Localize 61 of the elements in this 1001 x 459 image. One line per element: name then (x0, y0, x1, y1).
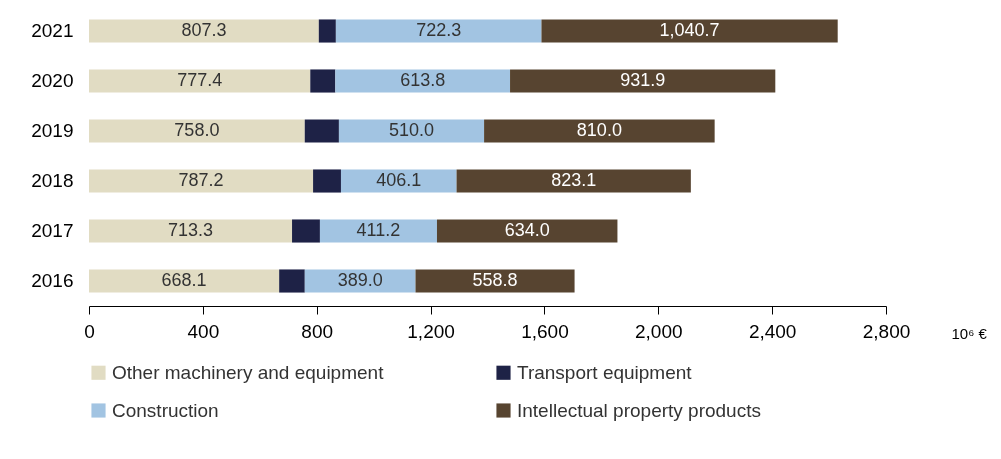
x-tick-label: 2,800 (862, 320, 911, 342)
data-label: 713.3 (167, 220, 214, 240)
bar (338, 119, 485, 143)
bar (510, 69, 776, 93)
x-tick-label: 0 (84, 320, 95, 342)
bar (292, 219, 320, 243)
bar (89, 19, 319, 43)
x-tick-label: 2,000 (635, 320, 683, 342)
data-label: 634.0 (504, 220, 550, 240)
legend-label: Intellectual property products (517, 399, 761, 421)
data-label: 510.0 (388, 120, 435, 140)
bar (313, 169, 341, 193)
legend-label: Transport equipment (517, 361, 693, 383)
y-tick-label: 2017 (31, 220, 74, 241)
bar (318, 19, 336, 43)
bar (436, 219, 618, 243)
bar (456, 169, 691, 193)
bar (335, 19, 542, 43)
y-tick-label: 2019 (31, 120, 74, 141)
data-label: 558.8 (472, 270, 518, 290)
data-label: 406.1 (376, 170, 422, 190)
data-label: 1,040.7 (659, 20, 720, 40)
bar (304, 119, 339, 143)
x-tick-label: 2,400 (748, 320, 797, 342)
x-tick-label: 800 (301, 320, 334, 342)
data-label: 810.0 (576, 120, 622, 140)
data-label: 668.1 (161, 270, 207, 290)
bar (279, 269, 305, 293)
bar (89, 69, 311, 93)
data-label: 931.9 (620, 70, 666, 90)
bar (415, 269, 575, 293)
data-label: 613.8 (400, 70, 446, 90)
bar (304, 269, 416, 293)
data-label: 389.0 (337, 270, 383, 290)
bar (89, 169, 314, 193)
x-tick-label: 1,200 (407, 320, 455, 342)
bar (541, 19, 838, 43)
y-tick-label: 2018 (31, 170, 74, 191)
x-tick-label: 400 (187, 320, 220, 342)
data-label: 807.3 (181, 20, 227, 40)
y-tick-label: 2020 (31, 70, 74, 91)
data-label: 411.2 (356, 220, 401, 240)
legend-label: Construction (112, 399, 219, 421)
data-label: 722.3 (416, 20, 462, 40)
bar (89, 119, 305, 143)
data-label: 787.2 (178, 170, 224, 190)
bar (319, 219, 437, 243)
bar (484, 119, 715, 143)
y-tick-label: 2021 (31, 20, 74, 41)
data-label: 823.1 (551, 170, 597, 190)
bar (340, 169, 457, 193)
x-tick-label: 1,600 (521, 320, 569, 342)
bar (89, 219, 293, 243)
x-axis-title: 10⁶ € (951, 324, 988, 342)
y-tick-label: 2016 (31, 270, 74, 291)
data-label: 758.0 (174, 120, 220, 140)
bar (335, 69, 511, 93)
bar (89, 269, 280, 293)
bar (310, 69, 336, 93)
legend-label: Other machinery and equipment (112, 361, 385, 383)
data-label: 777.4 (177, 70, 223, 90)
